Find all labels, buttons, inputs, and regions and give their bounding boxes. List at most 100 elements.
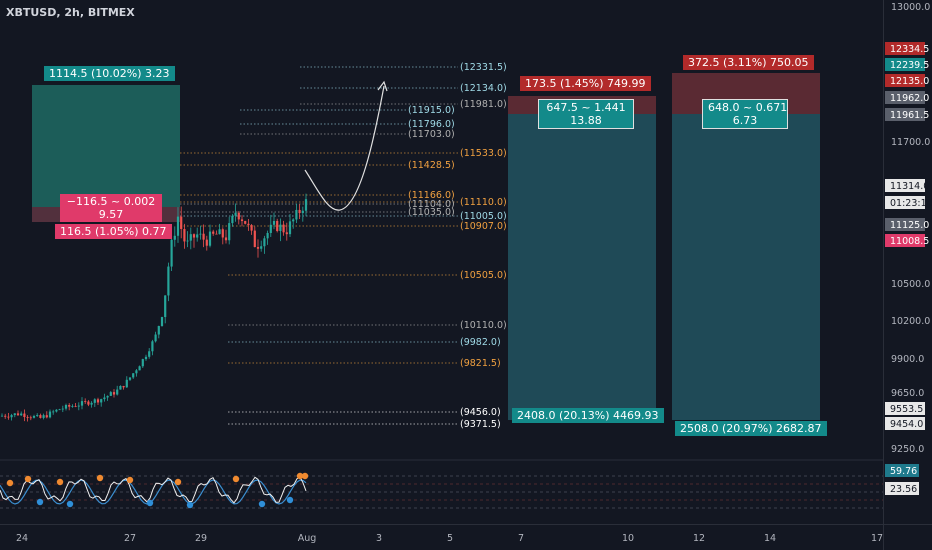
candle-body <box>288 221 292 235</box>
candle-body <box>292 219 295 222</box>
time-axis-label: 24 <box>16 533 28 544</box>
candle-body <box>269 224 272 233</box>
candle-body <box>141 359 144 367</box>
candle-body <box>39 415 42 418</box>
time-axis-label: 12 <box>693 533 705 544</box>
short2-center-line1: 648.0 ~ 0.671 <box>708 101 788 114</box>
price-axis-badge-text: 11125.0 <box>890 220 929 231</box>
candle-body <box>285 232 288 235</box>
price-axis-badge <box>885 218 925 231</box>
level-label: (9982.0) <box>460 337 501 348</box>
candle-body <box>109 392 112 396</box>
price-axis-badge-text: 11008.5 <box>890 236 929 247</box>
candle-body <box>100 399 103 403</box>
oscillator-signal-dot <box>24 475 32 483</box>
short2-stop-label[interactable]: 372.5 (3.11%) 750.05 <box>683 55 814 70</box>
level-label: (9456.0) <box>460 407 501 418</box>
projection-curve <box>304 85 385 211</box>
long-position-target-label[interactable]: 1114.5 (10.02%) 3.23 <box>44 66 175 81</box>
candle-body <box>208 231 212 246</box>
candle-body <box>237 212 240 220</box>
candle-body <box>298 209 301 214</box>
candle-body <box>295 209 298 220</box>
price-axis-badge-text: 12135.0 <box>890 76 929 87</box>
price-axis-badge-text: 01:23:14 <box>890 198 932 209</box>
candle-body <box>240 219 244 222</box>
oscillator-signal-dot <box>301 472 309 480</box>
price-tick-label: 13000.0 <box>891 2 930 13</box>
level-label: (11981.0) <box>460 99 507 110</box>
long-position-stop-label[interactable]: 116.5 (1.05%) 0.77 <box>55 224 172 239</box>
level-label: (10505.0) <box>460 270 507 281</box>
price-axis-badge <box>885 196 925 209</box>
candle-body <box>10 415 13 418</box>
candle-body <box>148 351 151 357</box>
price-axis-badge <box>885 91 925 104</box>
short2-target-label[interactable]: 2508.0 (20.97%) 2682.87 <box>675 421 827 436</box>
candle-body <box>301 210 304 214</box>
candle-body <box>144 356 148 360</box>
candle-body <box>304 199 308 211</box>
price-tick-label: 9250.0 <box>891 444 924 455</box>
short1-center-label[interactable]: 647.5 ~ 1.441 13.88 <box>538 99 634 129</box>
candle-body <box>96 399 100 403</box>
candle-body <box>282 224 285 233</box>
level-label: (11110.0) <box>460 197 507 208</box>
candle-body <box>48 411 52 418</box>
candle-body <box>29 417 32 419</box>
price-axis-badge <box>885 58 925 71</box>
price-axis-badge-text: 11962.0 <box>890 93 929 104</box>
price-tick-label: 9650.0 <box>891 388 924 399</box>
short2-center-label[interactable]: 648.0 ~ 0.671 6.73 <box>702 99 788 129</box>
level-label: (11428.5) <box>408 160 455 171</box>
candle-body <box>202 233 205 240</box>
oscillator-signal-dot <box>126 476 134 484</box>
candle-body <box>84 401 87 402</box>
candle-body <box>173 235 176 240</box>
oscillator-signal-dot <box>258 500 266 508</box>
candle-body <box>58 409 61 411</box>
candle-body <box>112 392 116 395</box>
oscillator-signal-dot <box>56 478 64 486</box>
oscillator-axis-badge-text: 59.76 <box>890 466 917 477</box>
oscillator-signal-dot <box>96 474 104 482</box>
candle-body <box>20 413 23 416</box>
price-axis-badge-text: 9553.5 <box>890 404 923 415</box>
short1-stop-label[interactable]: 173.5 (1.45%) 749.99 <box>520 76 651 91</box>
candle-body <box>55 409 58 412</box>
price-axis-badge <box>885 402 925 415</box>
oscillator-signal-dot <box>66 500 74 508</box>
time-axis-label: 5 <box>447 533 453 544</box>
candle-body <box>74 406 77 407</box>
candle-body <box>23 413 26 418</box>
level-label: (11703.0) <box>408 129 455 140</box>
long-position-center-label[interactable]: −116.5 ~ 0.002 9.57 <box>60 194 162 222</box>
price-tick-label: 10500.0 <box>891 279 930 290</box>
price-axis-badge <box>885 417 925 430</box>
candle-body <box>90 402 93 405</box>
candle-body <box>125 379 128 388</box>
oscillator-signal-dot <box>296 472 304 480</box>
candle-body <box>132 373 135 378</box>
short1-center-line1: 647.5 ~ 1.441 <box>546 101 626 114</box>
candle-body <box>199 233 202 235</box>
candle-body <box>180 216 183 230</box>
candle-body <box>45 415 48 418</box>
candle-body <box>16 413 20 416</box>
candle-body <box>93 399 96 403</box>
candle-body <box>103 397 106 400</box>
short2-center-line2: 6.73 <box>732 114 758 127</box>
candle-body <box>87 401 90 405</box>
candle-body <box>36 415 39 416</box>
candle-body <box>52 411 55 413</box>
candle-body <box>157 325 160 335</box>
time-axis-label: 14 <box>764 533 776 544</box>
candle-body <box>13 413 16 416</box>
candle-body <box>122 385 125 388</box>
candle-body <box>205 239 208 246</box>
short1-target-label[interactable]: 2408.0 (20.13%) 4469.93 <box>512 408 664 423</box>
time-axis-label: 10 <box>622 533 634 544</box>
candle-body <box>68 404 71 407</box>
candle-body <box>170 239 173 267</box>
